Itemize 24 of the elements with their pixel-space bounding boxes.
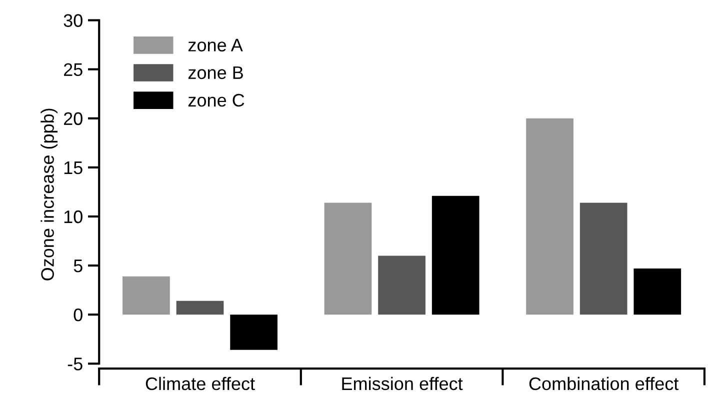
legend-label: zone B xyxy=(188,66,243,80)
legend-label: zone C xyxy=(188,94,244,107)
y-tick-label: 5 xyxy=(74,260,82,272)
bar xyxy=(122,276,170,315)
bar xyxy=(378,256,426,315)
y-tick-label: 15 xyxy=(64,162,82,174)
bar xyxy=(580,202,628,315)
y-tick-label: 30 xyxy=(64,14,82,27)
x-tick-label: Emission effect xyxy=(342,376,463,390)
y-tick-label: 10 xyxy=(64,210,82,224)
x-tick-label: Climate effect xyxy=(146,376,255,390)
y-tick-label: 20 xyxy=(64,112,82,126)
bar xyxy=(432,196,480,315)
bar xyxy=(176,300,224,315)
y-tick-label: 0 xyxy=(74,308,82,322)
x-tick-label: Combination effect xyxy=(529,376,679,390)
bar xyxy=(230,314,278,350)
y-tick-label: -5 xyxy=(68,358,82,370)
legend-label: zone A xyxy=(188,38,243,52)
y-tick-label: 25 xyxy=(64,63,82,76)
y-axis-title: Ozone increase (ppb) xyxy=(40,108,58,280)
bar xyxy=(634,268,682,315)
bar xyxy=(526,118,574,315)
bar xyxy=(324,202,372,315)
